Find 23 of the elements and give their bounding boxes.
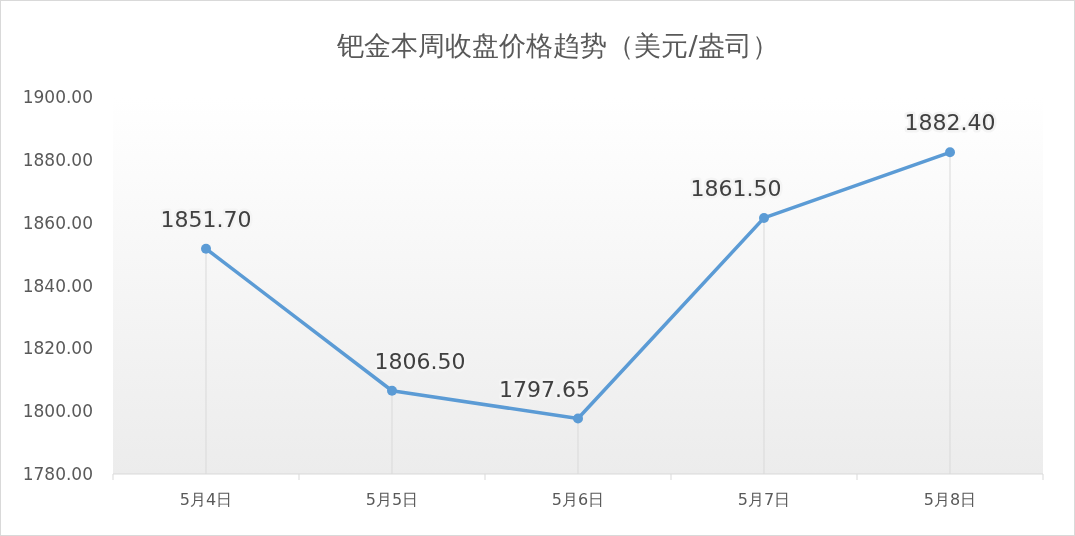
data-label: 1806.50 (374, 348, 466, 374)
x-tick-label: 5月5日 (365, 490, 419, 509)
point (945, 147, 955, 158)
x-tick-label: 5月4日 (179, 490, 233, 509)
data-label: 1882.40 (904, 110, 996, 136)
point (387, 385, 397, 396)
x-tick-label: 5月8日 (923, 490, 977, 509)
y-tick-label: 1820.00 (22, 338, 93, 359)
y-tick-label: 1800.00 (22, 401, 93, 422)
x-tick-label: 5月6日 (551, 490, 605, 509)
point (759, 212, 769, 223)
data-label: 1861.50 (690, 175, 782, 201)
point (573, 413, 583, 424)
chart-title: 钯金本周收盘价格趋势（美元/盎司） (336, 30, 779, 61)
y-tick-label: 1880.00 (22, 149, 93, 170)
y-tick-label: 1900.00 (22, 87, 93, 107)
y-tick-label: 1840.00 (22, 275, 93, 296)
data-label: 1851.70 (160, 206, 252, 232)
x-tick-label: 5月7日 (737, 490, 791, 509)
data-label: 1797.65 (498, 376, 590, 402)
y-tick-label: 1860.00 (22, 212, 93, 233)
y-tick-label: 1780.00 (22, 464, 93, 484)
point (201, 243, 211, 254)
